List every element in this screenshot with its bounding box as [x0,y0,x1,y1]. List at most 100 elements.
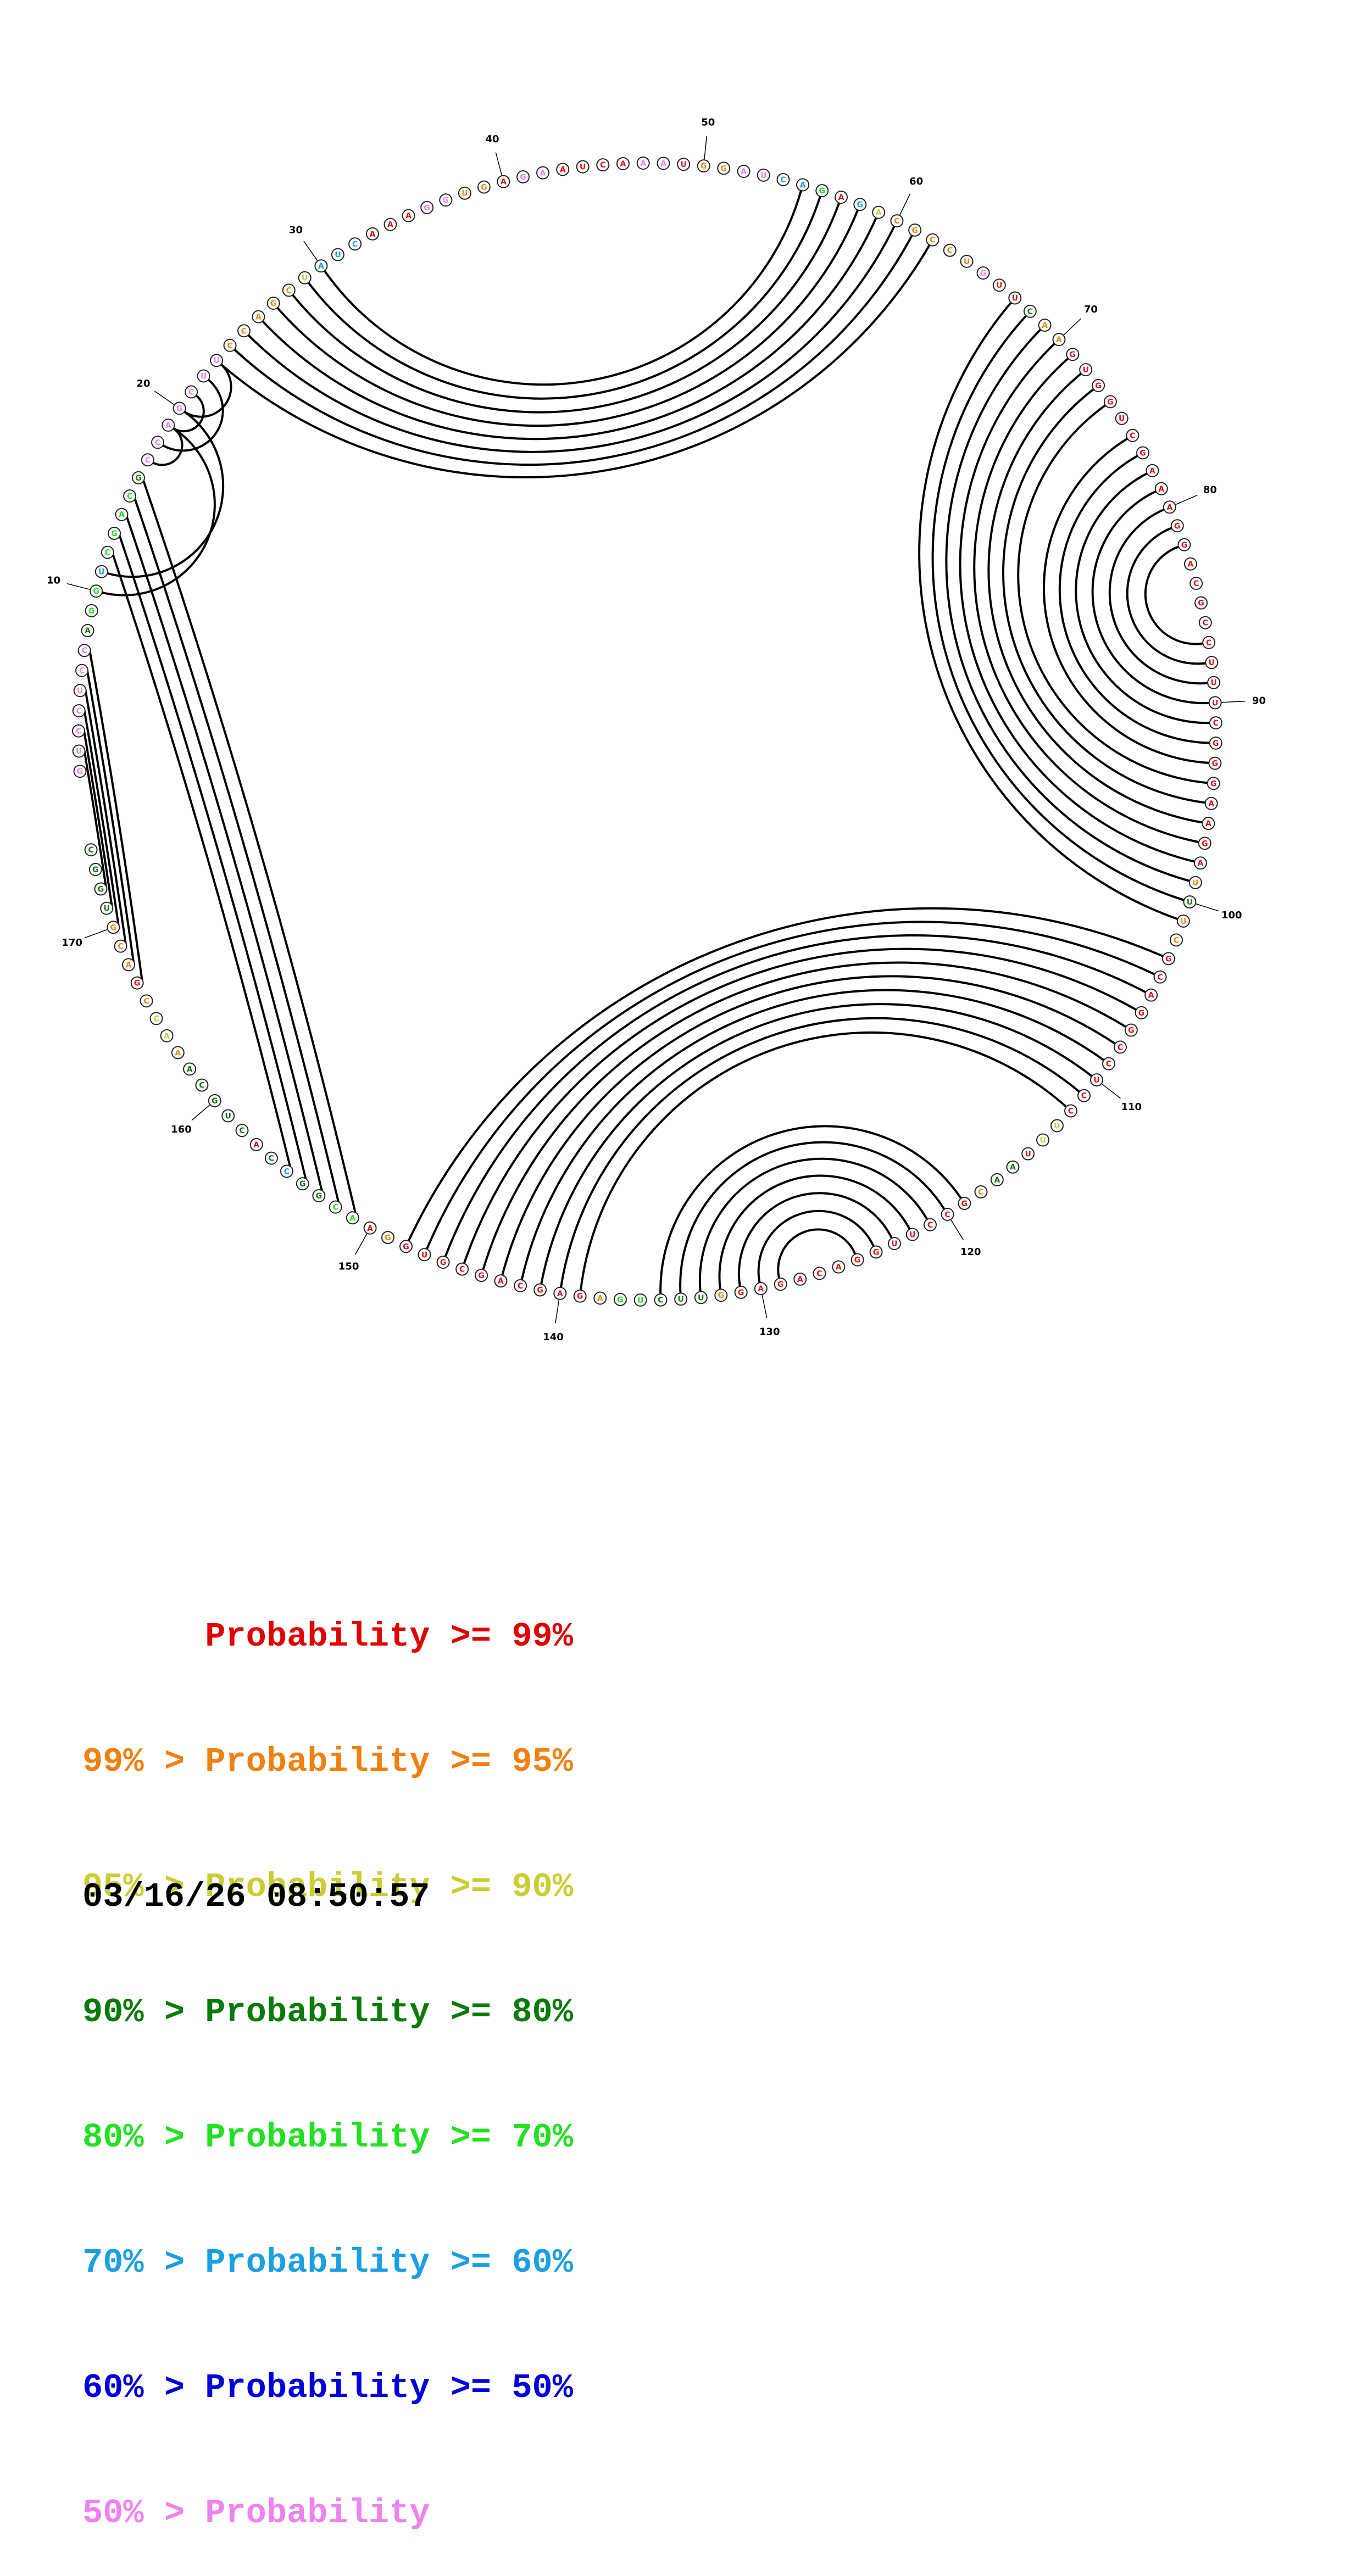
nucleotide-letter: A [836,1263,842,1272]
nucleotide-letter: A [367,1224,373,1233]
nucleotide-circle [1177,538,1191,551]
nucleotide-circle [149,1012,163,1025]
nucleotide-letter: G [478,1272,485,1280]
nucleotide-circle [734,1285,748,1299]
nucleotide-letter: G [176,404,183,413]
nucleotide: C [151,436,165,449]
nucleotide: G [381,1231,394,1245]
nucleotide: C [72,704,86,718]
nucleotide-circle [573,1289,587,1303]
nucleotide-letter: G [299,1180,306,1189]
nucleotide-circle [815,184,829,198]
nucleotide: C [514,1279,527,1292]
nucleotide-letter: A [660,159,666,168]
nucleotide-circle [84,843,98,857]
nucleotide: A [556,163,570,176]
nucleotide: C [223,338,237,352]
nucleotide-circle [1079,363,1093,377]
index-tick [761,1295,768,1319]
nucleotide-circle [363,1221,377,1235]
nucleotide: G [1198,837,1211,850]
nucleotide-circle [1169,933,1183,947]
nucleotide-letter: A [741,168,747,176]
nucleotide-letter: G [1181,541,1188,550]
nucleotide-circle [185,385,198,399]
index-tick [1102,1083,1121,1099]
nucleotide-letter: C [76,727,81,736]
nucleotide-letter: G [481,183,487,192]
nucleotide: U [1090,1073,1104,1087]
nucleotide-letter: A [560,165,566,174]
nucleotide-letter: U [1119,415,1125,423]
index-tick [1063,318,1081,336]
nucleotide: C [84,843,98,857]
nucleotide: A [497,175,510,188]
pair-arc [86,671,135,963]
nucleotide: A [1146,464,1159,477]
nucleotide-letter: G [911,226,918,235]
nucleotide-circle [298,271,312,285]
pair-arc [918,301,1179,921]
nucleotide: C [813,1267,826,1280]
nucleotide-letter: A [1148,991,1154,1000]
nucleotide: G [173,402,186,415]
nucleotide-letter: U [1210,679,1216,688]
nucleotide-circle [171,1046,185,1060]
nucleotide-circle [1136,446,1150,460]
nucleotide-letter: C [143,997,149,1006]
nucleotide-circle [280,1164,293,1178]
nucleotide: G [734,1285,748,1299]
nucleotide-letter: C [145,456,151,465]
nucleotide: A [636,157,650,170]
legend-row-text: Probability >= 90% [205,1867,573,1906]
nucleotide: G [717,161,731,175]
nucleotide-circle [1208,756,1222,770]
index-tick [899,193,911,215]
nucleotide-letter: C [1203,619,1208,628]
nucleotide: A [1183,557,1197,571]
nucleotide-letter: C [227,342,232,350]
nucleotide: C [75,663,89,677]
legend-row-text: Probability >= 60% [205,2243,573,2282]
nucleotide: G [850,1253,864,1267]
nucleotide-circle [674,1292,688,1306]
nucleotide: G [714,1289,728,1302]
nucleotide-letter: A [620,160,626,169]
nucleotide: C [974,1185,988,1198]
nucleotide-circle [1153,970,1167,984]
nucleotide-letter: C [155,438,160,447]
nucleotide: G [1136,446,1150,460]
nucleotide: C [1153,970,1167,984]
nucleotide-letter: C [1081,1092,1087,1101]
nucleotide: C [123,489,137,503]
pair-arc [118,534,307,1180]
nucleotide-circle [1023,304,1037,318]
pair-arc [520,989,1105,1281]
legend-row-text: Probability [205,2494,430,2533]
nucleotide: U [1183,895,1197,909]
nucleotide: C [237,324,251,338]
index-label: 30 [289,225,303,236]
index-label: 80 [1203,484,1217,496]
nucleotide-circle [1050,1119,1064,1133]
nucleotide-circle [1193,856,1207,870]
nucleotide: U [677,158,691,171]
nucleotide: C [1077,1089,1091,1102]
nucleotide: C [654,1293,668,1307]
nucleotide-circle [1115,411,1128,425]
pair-arc [973,357,1200,844]
nucleotide-circle [1038,318,1052,332]
nucleotide-circle [992,278,1006,292]
nucleotide-letter: A [1042,321,1048,330]
nucleotide-letter: U [1093,1076,1099,1085]
index-label: 60 [909,176,923,187]
nucleotide: A [1038,318,1052,332]
nucleotide: U [960,254,974,268]
nucleotide-circle [1126,428,1139,442]
nucleotide-letter: A [1010,1163,1016,1172]
pair-arc [679,1141,946,1294]
nucleotide-letter: U [677,1295,683,1304]
pair-arc [559,1017,1081,1289]
timestamp: 03/16/26 08:50:57 [82,1877,430,1916]
nucleotide: U [576,160,590,174]
